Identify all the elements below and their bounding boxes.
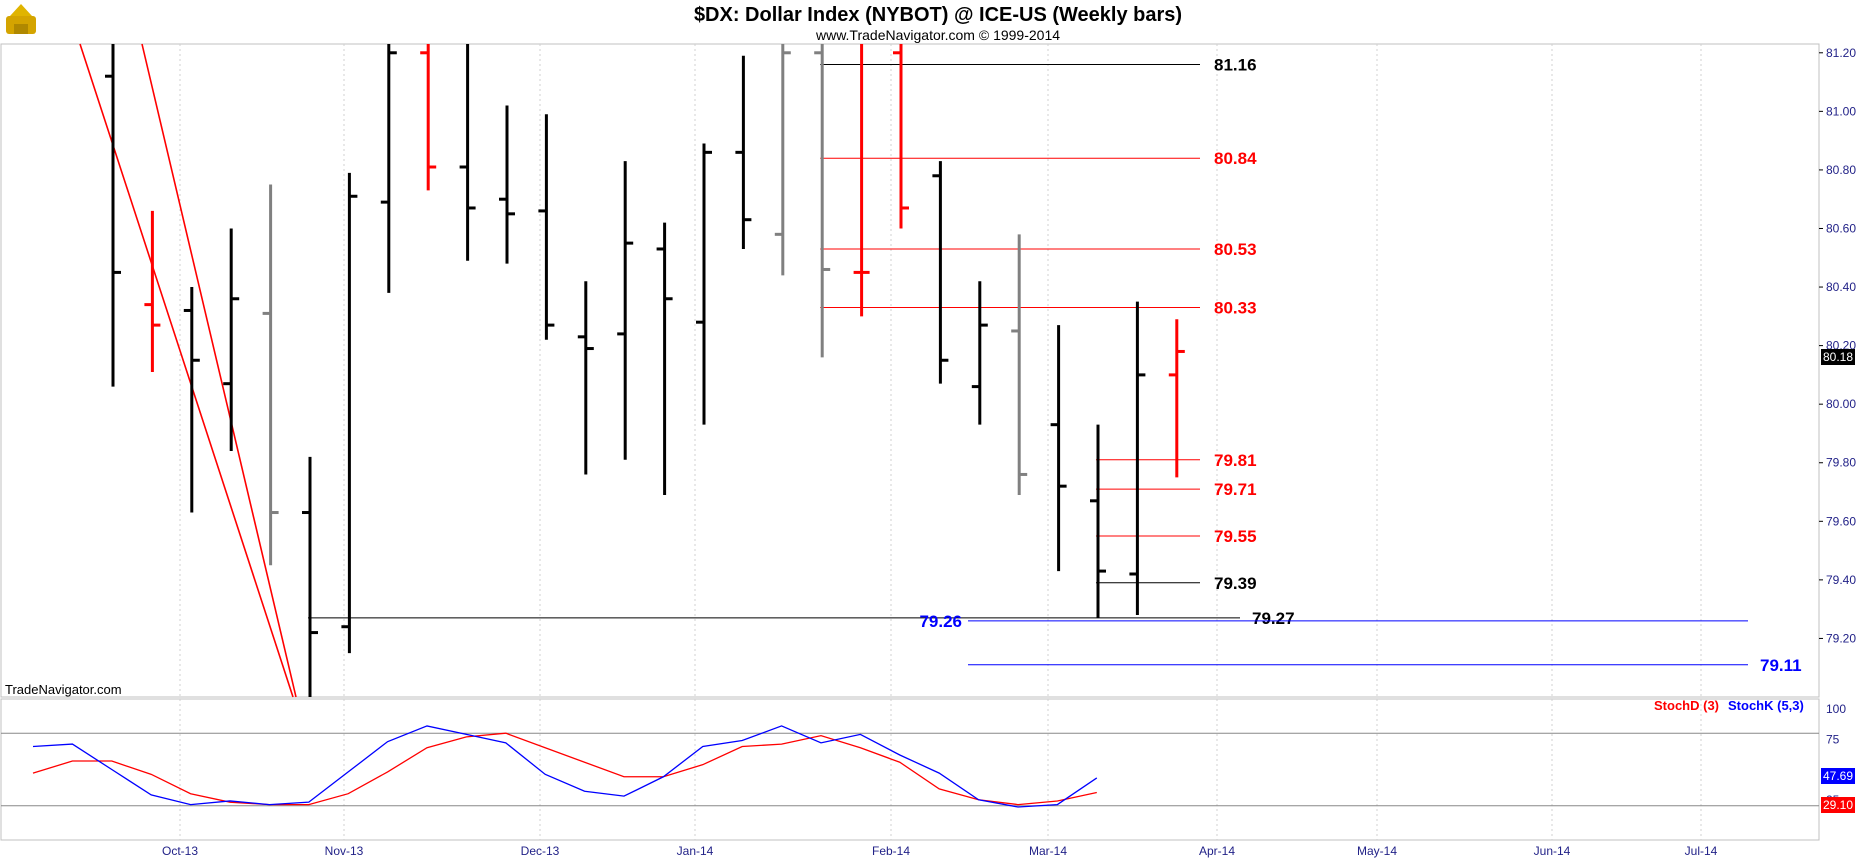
ohlc-bar: [1090, 424, 1106, 618]
level-label: 80.53: [1214, 240, 1257, 259]
last-price-label: 80.18: [1823, 350, 1853, 364]
price-panel-frame: [0, 43, 1820, 698]
stoch-panel: [0, 698, 1820, 841]
x-tick-label: Apr-14: [1199, 844, 1235, 858]
stoch-panel-frame: [0, 698, 1820, 841]
ohlc-bar: [302, 456, 318, 697]
price-tick-label: 80.00: [1826, 397, 1856, 411]
level-label: 81.16: [1214, 55, 1257, 74]
fib-levels: 81.16 80.84 80.53 80.33 79.81 79.71 79.55 79.39…: [308, 55, 1802, 675]
watermark: TradeNavigator.com: [5, 682, 122, 697]
ohlc-bar: [380, 44, 397, 293]
price-bars: [105, 44, 1185, 697]
support-label-79-26: 79.26: [919, 612, 962, 631]
ohlc-bar: [1129, 301, 1146, 616]
chart-title: $DX: Dollar Index (NYBOT) @ ICE-US (Week…: [694, 4, 1182, 26]
ohlc-bar: [223, 228, 240, 452]
x-tick-label: May-14: [1357, 844, 1397, 858]
stochd-value-box: 29.10: [1821, 797, 1855, 813]
price-tick-label: 79.40: [1826, 573, 1856, 587]
trendlines: [79, 43, 297, 698]
ohlc-bar: [1050, 325, 1067, 572]
x-tick-label: Jun-14: [1534, 844, 1571, 858]
stochk-value: 47.69: [1823, 769, 1853, 783]
price-tick-label: 80.80: [1826, 163, 1856, 177]
logo-icon: [6, 4, 36, 34]
ohlc-bar: [932, 161, 949, 384]
price-tick-label: 81.00: [1826, 104, 1856, 118]
stoch-tick-label: 100: [1826, 702, 1846, 716]
ohlc-bar: [183, 287, 200, 513]
chart-subtitle: www.TradeNavigator.com © 1999-2014: [815, 27, 1060, 43]
ohlc-bar: [144, 210, 161, 372]
stochd-legend: StochD (3): [1654, 698, 1719, 713]
ohlc-bar: [696, 143, 712, 425]
ohlc-bar: [814, 44, 831, 358]
ohlc-bar: [105, 44, 121, 387]
stochk-value-box: 47.69: [1821, 768, 1855, 784]
stochk-legend: StochK (5,3): [1728, 698, 1804, 713]
level-label: 79.71: [1214, 480, 1257, 499]
grid-layer: [179, 44, 1702, 840]
x-tick-label: Oct-13: [162, 844, 198, 858]
trendline-inner: [141, 43, 297, 698]
trendline-outer: [79, 43, 294, 698]
price-axis: 81.2081.0080.8080.6080.4080.2080.0079.80…: [1819, 46, 1856, 645]
support-label-79-27: 79.27: [1252, 609, 1295, 628]
ohlc-bar: [893, 44, 909, 229]
x-axis: Oct-13 Nov-13 Dec-13 Jan-14 Feb-14 Mar-14 Apr-…: [162, 844, 1718, 858]
ohlc-bar: [971, 281, 988, 425]
ohlc-bar: [262, 184, 279, 566]
level-label: 79.39: [1214, 574, 1257, 593]
ohlc-bar: [774, 44, 791, 276]
level-label: 80.33: [1214, 299, 1257, 318]
ohlc-bar: [538, 114, 555, 340]
last-price-box: 80.18: [1821, 349, 1855, 365]
price-tick-label: 79.60: [1826, 514, 1856, 528]
x-tick-label: Dec-13: [521, 844, 560, 858]
price-tick-label: 80.40: [1826, 280, 1856, 294]
ohlc-bar: [656, 222, 673, 495]
ohlc-bar: [341, 172, 358, 654]
price-panel: [0, 43, 1820, 698]
price-tick-label: 80.60: [1826, 221, 1856, 235]
ohlc-bar: [1011, 234, 1028, 495]
stochd-line: [32, 732, 1097, 806]
x-tick-label: Nov-13: [325, 844, 364, 858]
stochk-line: [32, 725, 1098, 808]
support-label-79-11: 79.11: [1760, 656, 1802, 675]
level-label: 79.81: [1214, 451, 1257, 470]
ohlc-bar: [420, 44, 437, 191]
stochd-value: 29.10: [1823, 798, 1853, 812]
price-tick-label: 79.80: [1826, 456, 1856, 470]
x-tick-label: Mar-14: [1029, 844, 1067, 858]
x-tick-label: Feb-14: [872, 844, 910, 858]
x-tick-label: Jan-14: [677, 844, 714, 858]
ohlc-bar: [577, 281, 594, 475]
ohlc-bar: [1168, 319, 1185, 478]
ohlc-bar: [499, 105, 515, 264]
ohlc-bar: [853, 44, 870, 317]
ohlc-bar: [735, 55, 752, 249]
price-tick-label: 79.20: [1826, 631, 1856, 645]
price-tick-label: 81.20: [1826, 46, 1856, 60]
ohlc-bar: [617, 161, 634, 460]
ohlc-bar: [459, 44, 476, 261]
level-label: 79.55: [1214, 527, 1257, 546]
x-tick-label: Jul-14: [1685, 844, 1718, 858]
stochastic-lines: 1007525: [1, 702, 1846, 808]
level-label: 80.84: [1214, 149, 1257, 168]
stoch-tick-label: 75: [1826, 732, 1840, 746]
